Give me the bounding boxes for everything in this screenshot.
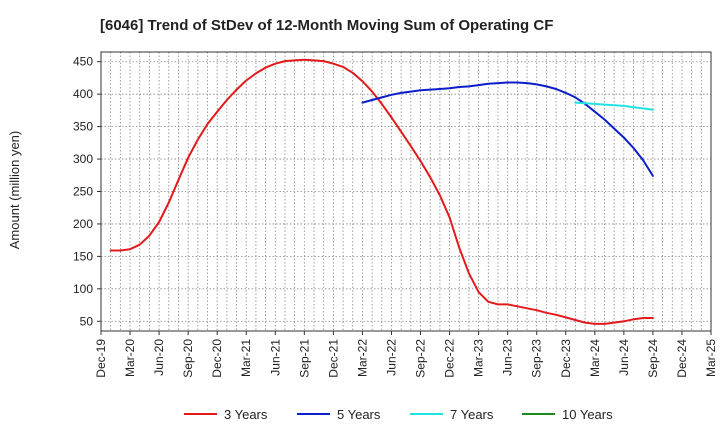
series-lines bbox=[109, 58, 654, 325]
x-tick-label: Dec-23 bbox=[559, 339, 573, 378]
y-axis-label: Amount (million yen) bbox=[7, 131, 22, 250]
x-tick-label: Dec-22 bbox=[443, 339, 457, 378]
x-tick-label: Mar-23 bbox=[472, 339, 486, 377]
x-tick-label: Jun-21 bbox=[268, 339, 282, 376]
series-line-7-years bbox=[574, 101, 654, 111]
x-tick-label: Jun-22 bbox=[384, 339, 398, 376]
x-tick-label: Dec-19 bbox=[94, 339, 108, 378]
x-tick-label: Dec-24 bbox=[675, 339, 689, 378]
x-tick-label: Sep-23 bbox=[530, 339, 544, 378]
legend-label-5-years: 5 Years bbox=[337, 407, 381, 422]
x-tick-label: Mar-24 bbox=[588, 339, 602, 377]
x-tick-label: Dec-21 bbox=[326, 339, 340, 378]
x-tick-label: Mar-20 bbox=[123, 339, 137, 377]
legend-label-7-years: 7 Years bbox=[450, 407, 494, 422]
x-tick-label: Sep-22 bbox=[414, 339, 428, 378]
legend-label-10-years: 10 Years bbox=[562, 407, 613, 422]
y-tick-label: 450 bbox=[73, 55, 93, 69]
y-tick-label: 50 bbox=[80, 314, 94, 328]
x-tick-label: Sep-21 bbox=[297, 339, 311, 378]
y-tick-label: 100 bbox=[73, 282, 93, 296]
y-tick-label: 350 bbox=[73, 120, 93, 134]
series-line-3-years bbox=[109, 58, 654, 325]
y-tick-label: 200 bbox=[73, 217, 93, 231]
y-tick-labels: 50 100 150 200 250 300 350 400 450 bbox=[73, 55, 101, 328]
legend: 3 Years 5 Years 7 Years 10 Years bbox=[184, 407, 613, 422]
legend-label-3-years: 3 Years bbox=[224, 407, 268, 422]
x-tick-label: Mar-21 bbox=[239, 339, 253, 377]
x-tick-label: Jun-24 bbox=[617, 339, 631, 376]
x-tick-label: Jun-20 bbox=[152, 339, 166, 376]
series-line-5-years bbox=[361, 81, 654, 177]
y-tick-label: 150 bbox=[73, 249, 93, 263]
y-tick-label: 400 bbox=[73, 87, 93, 101]
x-tick-label: Sep-24 bbox=[646, 339, 660, 378]
x-tick-label: Sep-20 bbox=[181, 339, 195, 378]
x-tick-label: Mar-22 bbox=[355, 339, 369, 377]
y-tick-label: 250 bbox=[73, 185, 93, 199]
x-tick-label: Mar-25 bbox=[704, 339, 718, 377]
y-tick-label: 300 bbox=[73, 152, 93, 166]
gridlines bbox=[101, 52, 711, 331]
x-tick-label: Jun-23 bbox=[501, 339, 515, 376]
x-tick-label: Dec-20 bbox=[210, 339, 224, 378]
chart-title: [6046] Trend of StDev of 12-Month Moving… bbox=[100, 17, 553, 34]
x-tick-labels: Dec-19 Mar-20 Jun-20 Sep-20 Dec-20 Mar-21 Jun-… bbox=[94, 331, 718, 378]
